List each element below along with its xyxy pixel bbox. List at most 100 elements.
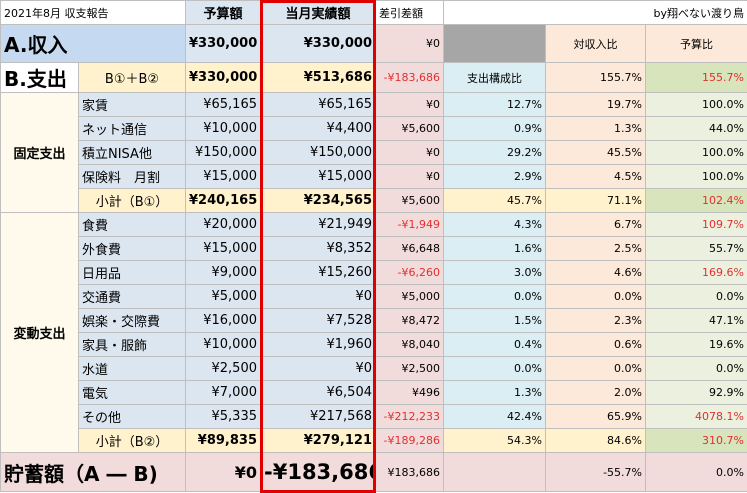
- cell: 2.5%: [545, 236, 646, 261]
- cell: 0.0%: [645, 284, 747, 309]
- cell: ¥0: [375, 140, 444, 165]
- cell: ¥7,000: [185, 380, 261, 405]
- cell: ¥2,500: [375, 356, 444, 381]
- cell: B①＋B②: [78, 62, 186, 93]
- cell: 0.6%: [545, 332, 646, 357]
- cell: ¥89,835: [185, 428, 261, 453]
- cell: 42.4%: [443, 404, 546, 429]
- cell: 2.9%: [443, 164, 546, 189]
- cell: 0.0%: [645, 356, 747, 381]
- cell: ¥4,400: [260, 116, 376, 141]
- cell: ¥150,000: [260, 140, 376, 165]
- expense-label: B.支出: [0, 62, 79, 93]
- cell: ¥16,000: [185, 308, 261, 333]
- cell: ¥150,000: [185, 140, 261, 165]
- column-header: 予算額: [185, 0, 261, 25]
- item-name: 日用品: [78, 260, 186, 285]
- item-name: 交通費: [78, 284, 186, 309]
- cell: ¥2,500: [185, 356, 261, 381]
- cell: ¥217,568: [260, 404, 376, 429]
- cell: 12.7%: [443, 92, 546, 117]
- cell: ¥330,000: [260, 24, 376, 63]
- cell: ¥330,000: [185, 62, 261, 93]
- group-label: 変動支出: [0, 212, 79, 453]
- cell: ¥0: [375, 92, 444, 117]
- item-name: 電気: [78, 380, 186, 405]
- cell: 71.1%: [545, 188, 646, 213]
- cell: 100.0%: [645, 164, 747, 189]
- cell: ¥496: [375, 380, 444, 405]
- row: 外食費 ¥15,000 ¥8,352 ¥6,648 1.6% 2.5% 55.7%: [1, 236, 747, 261]
- cell: 109.7%: [645, 212, 747, 237]
- cell: 1.3%: [443, 380, 546, 405]
- cell: 44.0%: [645, 116, 747, 141]
- cell: ¥5,000: [185, 284, 261, 309]
- cell: ¥330,000: [185, 24, 261, 63]
- column-header: 当月実績額: [260, 0, 376, 25]
- cell: 45.7%: [443, 188, 546, 213]
- item-name: 保険料 月割: [78, 164, 186, 189]
- item-name: 水道: [78, 356, 186, 381]
- cell: -¥6,260: [375, 260, 444, 285]
- cell: 1.5%: [443, 308, 546, 333]
- cell: 3.0%: [443, 260, 546, 285]
- cell: ¥5,600: [375, 188, 444, 213]
- group-label: 固定支出: [0, 92, 79, 213]
- cell: ¥15,000: [185, 164, 261, 189]
- row: 日用品 ¥9,000 ¥15,260 -¥6,260 3.0% 4.6% 169.6%: [1, 260, 747, 285]
- cell: ¥15,000: [260, 164, 376, 189]
- cell: -¥212,233: [375, 404, 444, 429]
- row: 小計（B②） ¥89,835 ¥279,121 -¥189,286 54.3% 84.6%…: [1, 428, 747, 453]
- cell: 1.3%: [545, 116, 646, 141]
- item-name: 食費: [78, 212, 186, 237]
- cell: -¥183,686: [375, 62, 444, 93]
- row: 変動支出 食費 ¥20,000 ¥21,949 -¥1,949 4.3% 6.7% 109.7…: [0, 212, 747, 453]
- item-name: 娯楽・交際費: [78, 308, 186, 333]
- cell: ¥21,949: [260, 212, 376, 237]
- cell: -¥183,686: [260, 452, 376, 492]
- cell: ¥5,000: [375, 284, 444, 309]
- cell: 155.7%: [545, 62, 646, 93]
- income-label: A.収入: [0, 24, 186, 63]
- author: by翔べない渡り鳥: [443, 0, 747, 25]
- row: 娯楽・交際費 ¥16,000 ¥7,528 ¥8,472 1.5% 2.3% 47.1%: [1, 308, 747, 333]
- cell: 0.4%: [443, 332, 546, 357]
- column-header: 予算比: [645, 24, 747, 63]
- cell: -55.7%: [545, 452, 646, 492]
- cell: 29.2%: [443, 140, 546, 165]
- cell: 19.7%: [545, 92, 646, 117]
- cell: -¥189,286: [375, 428, 444, 453]
- cell: 155.7%: [645, 62, 747, 93]
- row: 積立NISA他 ¥150,000 ¥150,000 ¥0 29.2% 45.5% 100.0…: [1, 140, 747, 165]
- column-header: 対収入比: [545, 24, 646, 63]
- cell: 2.0%: [545, 380, 646, 405]
- cell: ¥10,000: [185, 116, 261, 141]
- cell: ¥234,565: [260, 188, 376, 213]
- cell: 169.6%: [645, 260, 747, 285]
- cell: 2.3%: [545, 308, 646, 333]
- cell: 4.3%: [443, 212, 546, 237]
- cell: 0.9%: [443, 116, 546, 141]
- cell: ¥1,960: [260, 332, 376, 357]
- cell: 92.9%: [645, 380, 747, 405]
- row: 貯蓄額（A ― B) ¥0 -¥183,686 ¥183,686 -55.7% 0.0%: [0, 452, 747, 492]
- item-name: 家具・服飾: [78, 332, 186, 357]
- cell: 55.7%: [645, 236, 747, 261]
- row: 2021年8月 収支報告 予算額 当月実績額 差引差額 by翔べない渡り鳥: [0, 0, 747, 25]
- report-title: 2021年8月 収支報告: [0, 0, 186, 25]
- cell: ¥0: [260, 356, 376, 381]
- row: B.支出 B①＋B② ¥330,000 ¥513,686 -¥183,686 支出構成比 1…: [0, 62, 747, 93]
- cell: ¥0: [260, 284, 376, 309]
- item-name: その他: [78, 404, 186, 429]
- cell: 47.1%: [645, 308, 747, 333]
- cell: 102.4%: [645, 188, 747, 213]
- column-header: 支出構成比: [443, 62, 546, 93]
- cell: 1.6%: [443, 236, 546, 261]
- item-name: 積立NISA他: [78, 140, 186, 165]
- cell: 45.5%: [545, 140, 646, 165]
- cell: ¥15,260: [260, 260, 376, 285]
- cell: ¥240,165: [185, 188, 261, 213]
- cell: 0.0%: [545, 356, 646, 381]
